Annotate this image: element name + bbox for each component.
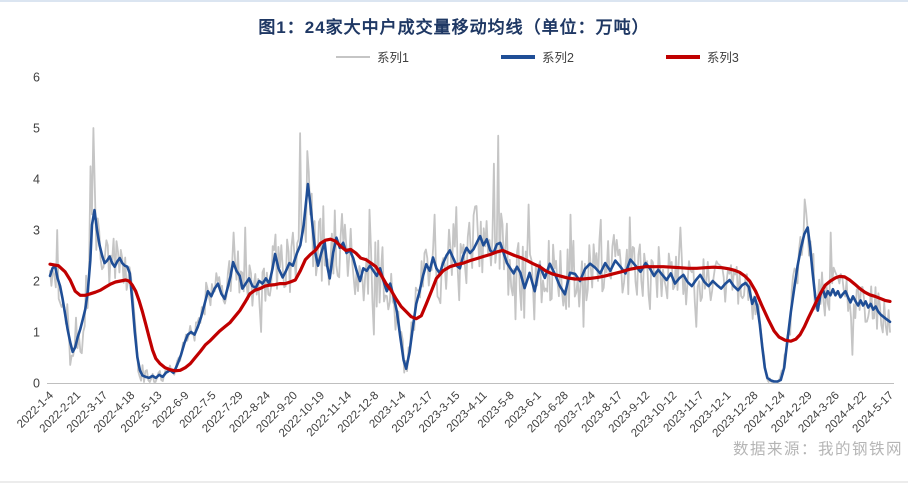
- y-tick-label: 4: [33, 173, 40, 187]
- legend-label-3: 系列3: [706, 51, 739, 65]
- legend-item-1: 系列1: [336, 47, 409, 66]
- y-tick-label: 0: [33, 377, 40, 391]
- legend-label-1: 系列1: [377, 51, 409, 65]
- series1-line: [49, 127, 891, 383]
- legend-label-2: 系列2: [541, 51, 574, 65]
- legend-swatch-2: [500, 54, 535, 59]
- y-tick-label: 1: [33, 326, 40, 340]
- bottom-divider: [0, 481, 908, 483]
- legend-item-2: 系列2: [500, 47, 574, 66]
- chart-title: 图1：24家大中户成交量移动均线（单位：万吨）: [258, 18, 650, 37]
- y-tick-label: 3: [33, 224, 40, 238]
- y-tick-label: 6: [33, 71, 40, 85]
- legend-swatch-1: [336, 55, 370, 58]
- watermark: 数据来源：我的钢铁网: [733, 440, 903, 458]
- series2-line: [48, 182, 892, 383]
- y-tick-label: 5: [33, 122, 40, 136]
- legend-swatch-3: [665, 54, 700, 59]
- legend-item-3: 系列3: [665, 47, 739, 66]
- chart-plot: 数据来源：我的钢铁网01234562022-1-42022-2-212022-3…: [15, 71, 903, 459]
- series3-line: [48, 237, 892, 373]
- legend: 系列1 系列2 系列3: [336, 47, 739, 66]
- y-tick-label: 2: [33, 275, 40, 289]
